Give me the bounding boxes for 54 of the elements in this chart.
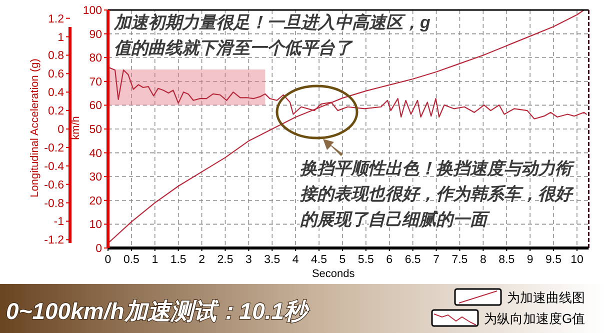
text: 0~100km/h加速测试：10.1秒 [6, 298, 310, 324]
y-tick-label: 1.2 [48, 13, 64, 26]
x-tick-label: 2 [198, 254, 205, 266]
x-tick-label: 5.5 [358, 254, 374, 266]
y-tick-label: 0.4 [48, 87, 65, 100]
y-tick-label: 0.2 [48, 106, 64, 118]
y2-tick-label: 90 [89, 28, 102, 41]
x-tick-label: 3 [245, 254, 252, 266]
y-tick-label: 0.6 [48, 68, 64, 81]
x-tick-label: 4 [292, 254, 300, 266]
x-tick-label: 1.5 [170, 254, 186, 266]
y2-tick-label: 10 [89, 219, 102, 232]
y2-tick-label: 50 [89, 124, 102, 136]
y2-tick-label: 0 [96, 243, 102, 255]
x-tick-label: 7.5 [452, 254, 468, 266]
y-axis-title: Longitudinal Acceleration (g) [29, 58, 41, 198]
y-tick-label: 0.8 [48, 50, 64, 62]
x-tick-label: 0.5 [123, 254, 140, 266]
y-tick-label: -1 [54, 216, 64, 228]
y-tick-label: -1.2 [44, 234, 64, 247]
y2-tick-label: 40 [89, 148, 102, 160]
x-tick-label: 6 [386, 254, 393, 266]
x-tick-label: 2.5 [217, 254, 234, 266]
line-series [107, 9, 585, 244]
y-tick-label: -0.6 [44, 179, 64, 192]
x-tick-label: 7 [433, 254, 440, 266]
x-tick-label: 8 [480, 254, 486, 266]
x-tick-label: 5 [339, 254, 346, 266]
y2-tick-label: 100 [82, 5, 102, 17]
y2-tick-label: 30 [89, 172, 102, 184]
x-tick-label: 6.5 [404, 254, 421, 266]
y-tick-label: -0.8 [44, 198, 64, 210]
x-tick-label: 0 [104, 254, 112, 266]
x-tick-label: 4.5 [311, 254, 328, 266]
y2-axis-title: km/h [70, 116, 82, 140]
x-tick-label: 1 [152, 254, 158, 266]
x-axis-title: Seconds [312, 268, 356, 280]
x-tick-label: 9.5 [546, 254, 562, 266]
x-tick-label: 3.5 [264, 254, 280, 266]
y-tick-label: -0.2 [44, 142, 64, 154]
y-tick-label: -0.4 [44, 160, 65, 173]
legend-item: 为加速曲线图 [454, 288, 585, 306]
y2-tick-label: 70 [89, 76, 102, 88]
y-tick-label: 1 [58, 32, 64, 44]
legend-item: 为纵向加速度G值 [431, 309, 586, 327]
legend-label: 为加速曲线图 [507, 290, 585, 305]
x-tick-label: 8.5 [498, 254, 515, 266]
y2-tick-label: 60 [89, 100, 102, 112]
y2-tick-label: 80 [89, 52, 102, 65]
y2-tick-label: 20 [89, 195, 102, 208]
y-tick-label: 0 [58, 124, 64, 136]
x-tick-label: 10 [570, 254, 584, 266]
legend-label: 为纵向加速度G值 [484, 311, 586, 326]
x-tick-label: 9 [526, 254, 534, 266]
